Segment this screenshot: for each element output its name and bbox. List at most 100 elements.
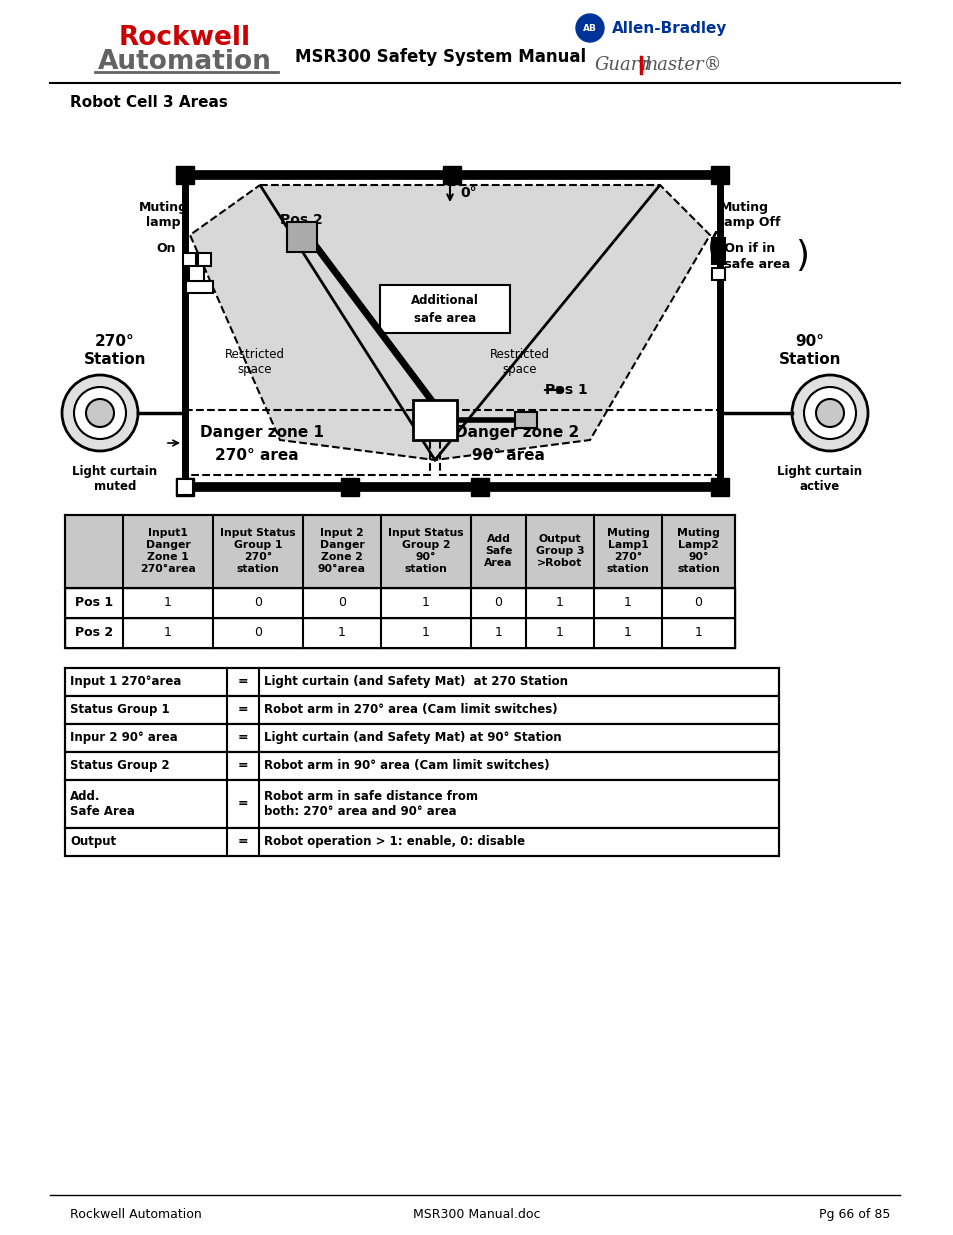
Bar [65,781,779,827]
Text: 1: 1 [337,626,346,640]
Text: Input 1 270°area: Input 1 270°area [70,676,181,688]
Text: Add
Safe
Area: Add Safe Area [484,535,512,568]
Circle shape [74,387,126,438]
Text: Pos 2: Pos 2 [75,626,113,640]
Text: ): ) [794,240,808,273]
Bar [379,285,510,333]
Bar [413,400,456,440]
Text: 270° area: 270° area [214,447,298,462]
Text: Danger zone 2: Danger zone 2 [455,426,578,441]
Bar [710,165,728,184]
Text: active: active [799,480,840,494]
Text: Pos 2: Pos 2 [280,212,322,227]
Text: On: On [156,242,175,254]
Bar [710,478,728,496]
Text: Robot operation > 1: enable, 0: disable: Robot operation > 1: enable, 0: disable [264,836,524,848]
Text: 0: 0 [253,626,262,640]
Text: Robot arm in safe distance from
both: 270° area and 90° area: Robot arm in safe distance from both: 27… [264,790,477,818]
Text: AB: AB [582,23,597,32]
Text: 1: 1 [494,626,502,640]
Text: Input 2
Danger
Zone 2
90°area: Input 2 Danger Zone 2 90°area [317,529,366,574]
Text: 1: 1 [556,626,563,640]
Text: Output
Group 3
>Robot: Output Group 3 >Robot [536,535,583,568]
Text: Pos 1: Pos 1 [75,597,113,610]
Text: 1: 1 [421,597,430,610]
Bar [711,268,724,280]
Text: Danger zone 1: Danger zone 1 [200,426,324,441]
Text: Light curtain (and Safety Mat)  at 270 Station: Light curtain (and Safety Mat) at 270 St… [264,676,567,688]
Circle shape [62,375,138,451]
Polygon shape [190,185,709,459]
Bar [471,478,489,496]
Bar [65,515,734,588]
Bar [65,668,779,697]
Circle shape [791,375,867,451]
Bar [65,618,734,648]
Text: 0: 0 [253,597,262,610]
Text: Status Group 1: Status Group 1 [70,704,170,716]
Text: Rockwell: Rockwell [119,25,251,51]
Bar [65,697,779,724]
Text: =: = [237,836,248,848]
Text: 0: 0 [494,597,502,610]
Bar [711,238,724,264]
Circle shape [576,14,603,42]
Bar [183,253,195,266]
Text: master®: master® [640,56,721,74]
Text: =: = [237,731,248,745]
Text: Light curtain (and Safety Mat) at 90° Station: Light curtain (and Safety Mat) at 90° St… [264,731,561,745]
Text: =: = [237,760,248,773]
Bar [442,165,460,184]
Bar [175,478,193,496]
Text: Station: Station [84,352,146,368]
Text: lamp Off: lamp Off [720,215,780,228]
Bar [65,827,779,856]
Text: 1: 1 [164,626,172,640]
Text: Pos 1: Pos 1 [544,383,587,396]
Bar [65,724,779,752]
Text: MSR300 Safety System Manual: MSR300 Safety System Manual [294,48,585,65]
Text: Muting
Lamp1
270°
station: Muting Lamp1 270° station [606,529,649,574]
Text: Input1
Danger
Zone 1
270°area: Input1 Danger Zone 1 270°area [140,529,195,574]
Text: 90° area: 90° area [472,447,544,462]
Text: Rockwell Automation: Rockwell Automation [70,1209,201,1221]
Bar [186,282,213,293]
Circle shape [86,399,113,427]
Text: 0°: 0° [459,186,476,200]
Bar [175,165,193,184]
Text: Robot arm in 90° area (Cam limit switches): Robot arm in 90° area (Cam limit switche… [264,760,549,773]
Text: lamp: lamp [146,215,180,228]
Bar [439,410,720,475]
Text: Add.
Safe Area: Add. Safe Area [70,790,134,818]
Text: Muting: Muting [138,200,188,214]
Text: =: = [237,704,248,716]
Text: Inpur 2 90° area: Inpur 2 90° area [70,731,177,745]
Bar [287,222,316,252]
Text: =: = [237,798,248,810]
Bar [177,479,193,495]
Bar [340,478,358,496]
Text: Light curtain: Light curtain [777,466,862,478]
Text: muted: muted [93,480,136,494]
Text: Input Status
Group 2
90°
station: Input Status Group 2 90° station [388,529,463,574]
Bar [185,410,430,475]
Text: Guard: Guard [595,56,651,74]
Text: 0: 0 [337,597,346,610]
Text: Light curtain: Light curtain [72,466,157,478]
Text: 1: 1 [556,597,563,610]
Text: Output: Output [70,836,116,848]
Text: Restricted: Restricted [225,348,285,362]
Bar [198,253,211,266]
Text: safe area: safe area [414,311,476,325]
Text: Station: Station [778,352,841,368]
Text: Muting
Lamp2
90°
station: Muting Lamp2 90° station [677,529,720,574]
Text: (: ( [706,231,720,266]
Text: 0: 0 [694,597,701,610]
Text: Allen-Bradley: Allen-Bradley [612,21,726,36]
Bar [65,588,734,618]
Circle shape [815,399,843,427]
Text: Input Status
Group 1
270°
station: Input Status Group 1 270° station [220,529,295,574]
Text: space: space [502,363,537,377]
Text: safe area: safe area [720,258,789,270]
Text: 1: 1 [421,626,430,640]
